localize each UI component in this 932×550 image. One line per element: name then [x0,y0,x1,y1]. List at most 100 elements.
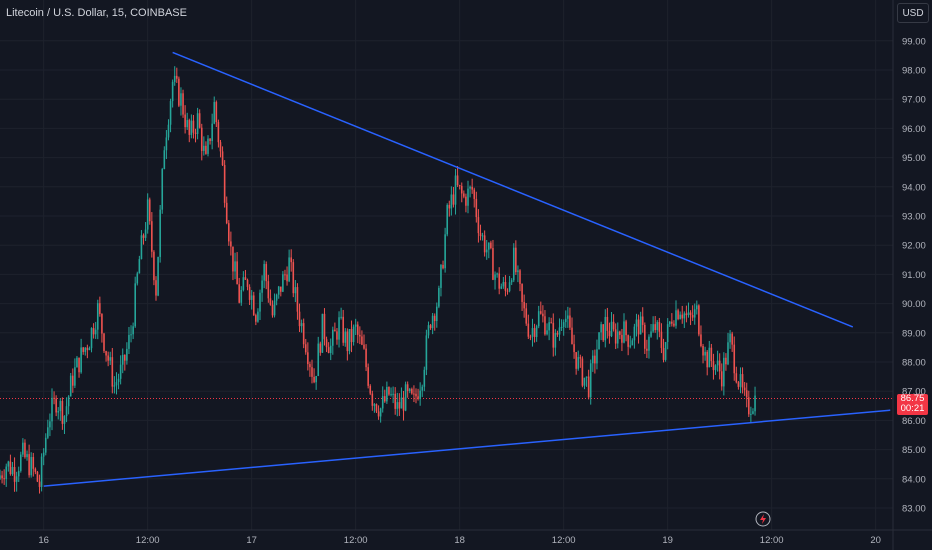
candle-body [151,221,153,252]
candle-body [546,330,548,335]
candle-body [57,411,60,413]
candle-body [252,295,255,316]
candle-body [733,344,736,374]
candle-body [548,322,550,331]
candle-body [346,331,349,352]
candle-body [13,466,16,482]
candle-body [452,194,455,205]
candle-body [334,329,336,332]
candle-body [234,261,236,272]
time-axis[interactable]: 16 12:00 17 12:00 18 12:00 19 12:00 20 [38,535,881,546]
y-tick-label: 85.00 [902,445,926,456]
candle-body [444,234,446,269]
candle-body [602,324,604,341]
candle-body [86,347,89,351]
candle-body [69,375,72,397]
candle-body [340,316,342,318]
candle-body [277,286,280,295]
candle-body [504,281,507,291]
y-tick-label: 96.00 [902,124,926,135]
candle-body [99,303,101,314]
candle-body [213,102,216,124]
lightning-icon[interactable] [755,511,771,527]
candle-body [496,273,498,275]
y-tick-label: 86.00 [902,416,926,427]
candle-body [644,324,646,349]
candle-body [535,326,538,337]
candle-body [105,351,107,356]
candle-body [161,168,164,210]
candle-body [111,357,114,387]
candle-body [648,336,650,351]
candle-body [88,348,91,351]
candle-body [641,316,644,325]
candle-body [425,335,428,370]
candle-body [63,416,66,424]
candle-body [621,334,623,343]
candle-body [244,277,247,280]
candle-body [427,325,430,336]
candle-body [654,324,656,331]
candle-body [708,347,711,368]
candle-body [365,348,367,368]
candle-body [668,321,671,325]
candle-body [594,355,596,364]
candle-body [592,355,594,364]
candle-body [477,217,480,234]
candle-body [157,256,159,296]
candle-body [188,120,191,135]
candle-body [284,274,286,276]
candle-body [560,326,563,328]
candle-body [519,270,521,284]
candle-body [723,357,725,387]
candle-body [236,261,238,285]
candle-body [53,397,55,399]
candle-body [392,393,394,395]
currency-button[interactable]: USD [897,3,929,23]
candle-body [280,286,282,292]
y-tick-label: 95.00 [902,153,926,164]
candle-body [327,347,330,353]
y-tick-label: 92.00 [902,241,926,252]
trendline-lower[interactable] [43,409,891,487]
candle-body [47,427,49,438]
candle-body [153,251,155,281]
candle-body [596,349,598,364]
y-tick-label: 94.00 [902,182,926,193]
candle-body [196,113,199,134]
candle-body [408,388,411,391]
candle-body [664,342,667,360]
trendlines[interactable] [43,51,891,487]
candle-body [67,396,70,407]
x-tick-label: 12:00 [552,535,576,546]
price-axis[interactable]: 83.00 84.00 85.00 86.00 87.00 88.00 89.00 90.00… [902,36,926,514]
candle-body [313,376,315,383]
candle-body [542,313,544,317]
candle-body [124,354,126,361]
x-tick-label: 12:00 [760,535,784,546]
candle-body [298,311,301,327]
candle-body [167,124,170,138]
candle-body [646,348,648,351]
candle-body [296,287,299,312]
candle-body [103,333,105,352]
candle-body [606,316,609,331]
candle-body [130,334,132,336]
candle-body [521,283,523,302]
candle-body [34,468,37,472]
candle-body [78,357,80,373]
candle-body [446,204,448,235]
candle-body [282,274,284,292]
candle-body [140,235,143,260]
candle-body [17,470,20,477]
candle-body [604,316,607,341]
candle-body [677,310,679,320]
candle-body [65,406,68,417]
candle-body [465,196,467,206]
candle-body [423,369,426,387]
candle-body [714,365,717,371]
candle-body [176,75,178,79]
trendline-upper[interactable] [172,51,854,328]
candle-body [90,328,93,349]
